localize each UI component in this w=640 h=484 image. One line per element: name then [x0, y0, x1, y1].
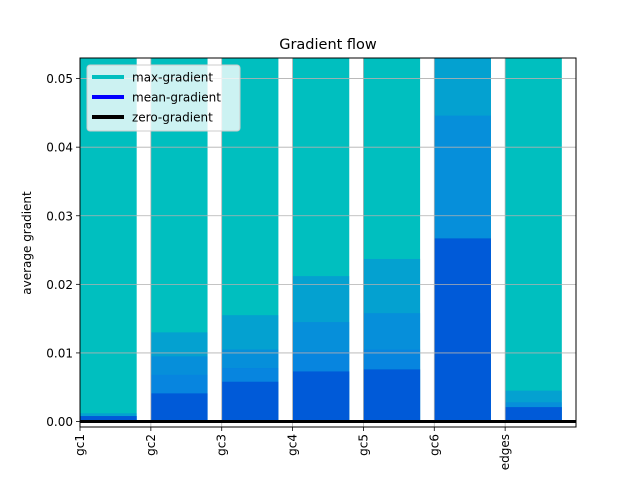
chart-title: Gradient flow [279, 37, 377, 53]
y-tick-label-1: 0.01 [46, 346, 73, 360]
mean-gradient-bar-gc2 [150, 393, 208, 422]
legend-box [86, 64, 241, 132]
mean-gradient-bar-gc5 [363, 369, 421, 422]
x-tick-label-gc2: gc2 [144, 434, 158, 456]
x-tick-label-gc4: gc4 [286, 434, 300, 456]
x-tick-label-gc3: gc3 [215, 434, 229, 456]
y-tick-label-3: 0.03 [46, 209, 73, 223]
y-axis: 0.00 0.01 0.02 0.03 0.04 0.05 [46, 72, 80, 429]
x-tick-label-gc5: gc5 [356, 434, 370, 456]
mean-gradient-bar-gc6 [434, 238, 491, 422]
x-tick-label-edges: edges [498, 434, 512, 470]
x-tick-label-gc6: gc6 [427, 434, 441, 456]
x-tick-label-gc1: gc1 [73, 434, 87, 456]
y-tick-label-0: 0.00 [46, 415, 73, 429]
x-axis: gc1 gc2 gc3 gc4 gc5 gc6 edges [73, 427, 512, 470]
legend-label-mean-gradient: mean-gradient [132, 91, 221, 105]
max-gradient-bar-gc5 [363, 58, 421, 422]
mean-gradient-bar-gc4 [292, 371, 350, 422]
legend-label-max-gradient: max-gradient [132, 71, 213, 85]
axes-frame [79, 57, 577, 428]
y-tick-label-5: 0.05 [46, 72, 73, 86]
y-axis-label: average gradient [20, 191, 34, 295]
y-tick-label-4: 0.04 [46, 141, 73, 155]
y-tick-label-2: 0.02 [46, 278, 73, 292]
mean-gradient-bar-gc3 [221, 381, 279, 422]
mean-gradient-bar-edges [505, 407, 562, 422]
legend: max-gradient mean-gradient zero-gradient [86, 64, 241, 132]
legend-label-zero-gradient: zero-gradient [132, 111, 213, 125]
mean-gradient-bar-gc1 [80, 416, 137, 422]
max-gradient-bar-gc4 [292, 58, 350, 422]
max-gradient-bar-edges [505, 58, 562, 422]
